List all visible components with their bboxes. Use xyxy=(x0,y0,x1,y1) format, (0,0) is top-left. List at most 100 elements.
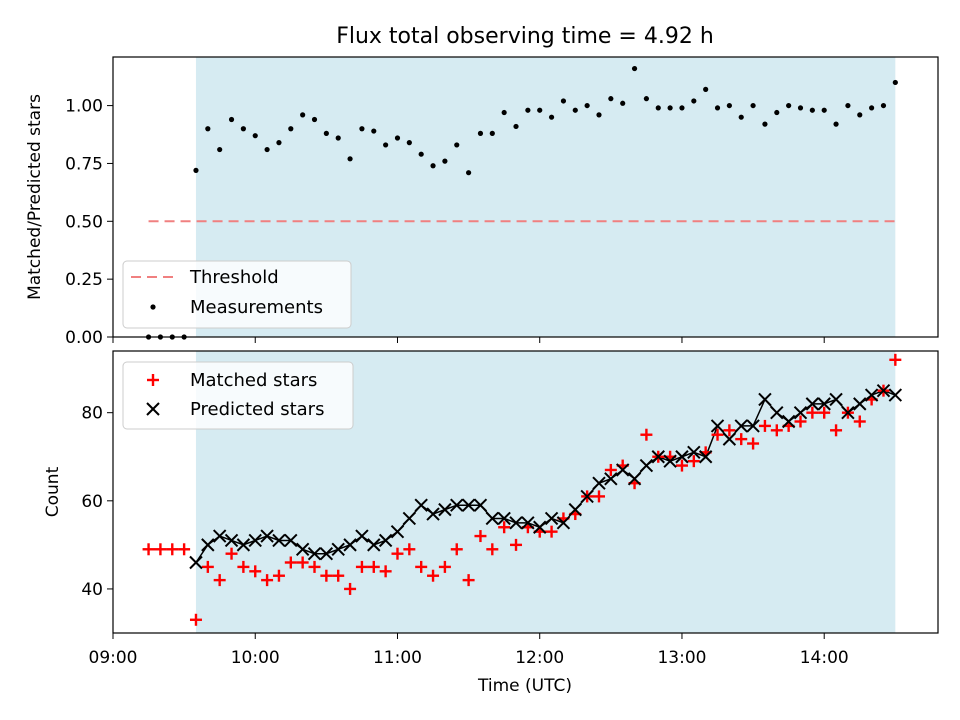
measurement-point xyxy=(667,105,673,111)
predicted-star-point xyxy=(189,555,203,570)
top-y-axis-label: Matched/Predicted stars xyxy=(25,94,45,300)
predicted-star-point xyxy=(378,533,393,548)
measurement-point xyxy=(691,98,697,104)
measurement-point xyxy=(359,126,365,132)
predicted-star-point xyxy=(367,538,381,552)
predicted-star-point xyxy=(319,546,334,561)
measurement-point xyxy=(786,102,792,109)
bottom-legend-box xyxy=(122,361,354,430)
measurement-point xyxy=(347,156,353,162)
measurement-point xyxy=(276,140,282,146)
matched-star-point xyxy=(427,569,440,582)
predicted-star-point xyxy=(698,450,713,464)
measurement-point xyxy=(880,102,887,109)
predicted-star-point xyxy=(426,507,440,521)
measurement-point xyxy=(608,96,614,102)
predicted-star-point xyxy=(710,419,725,433)
measurement-point xyxy=(833,121,839,127)
matched-star-point xyxy=(794,415,807,428)
matched-star-point xyxy=(545,525,558,538)
predicted-star-point xyxy=(580,489,594,504)
matched-star-point xyxy=(592,490,605,503)
legend-threshold-label: Threshold xyxy=(189,267,279,288)
predicted-star-point xyxy=(248,533,262,548)
predicted-star-point xyxy=(805,397,820,411)
bottom-y-axis: 40 60 80 xyxy=(81,404,113,600)
measurement-point xyxy=(288,126,294,132)
measurement-point xyxy=(525,107,531,113)
matched-star-point xyxy=(225,547,238,560)
matched-star-point xyxy=(889,353,902,366)
x-tick-label: 11:00 xyxy=(373,648,422,668)
legend-matched-swatch xyxy=(147,374,159,386)
top-y-tick-label: 1.00 xyxy=(65,97,103,117)
predicted-star-point xyxy=(450,498,464,512)
predicted-star-point xyxy=(841,405,855,420)
predicted-star-point xyxy=(568,502,582,517)
matched-star-point xyxy=(818,406,831,419)
predicted-star-point xyxy=(414,498,428,512)
predicted-star-point xyxy=(722,432,737,446)
x-tick-label: 09:00 xyxy=(89,648,138,668)
measurement-point xyxy=(454,142,460,148)
measurement-point xyxy=(655,105,661,111)
predicted-star-point xyxy=(651,450,665,464)
measurement-point xyxy=(572,107,578,113)
measurement-point xyxy=(406,140,412,146)
measurement-point xyxy=(335,135,341,141)
predicted-star-point xyxy=(272,533,286,548)
predicted-star-point xyxy=(331,542,345,556)
predicted-star-point xyxy=(485,511,500,526)
measurement-point xyxy=(430,163,436,169)
predicted-star-point xyxy=(781,414,796,429)
predicted-star-point xyxy=(343,538,357,552)
measurement-point xyxy=(679,105,685,111)
measurement-point xyxy=(703,86,709,92)
predicted-star-point xyxy=(758,392,772,407)
predicted-star-point xyxy=(284,533,298,548)
top-y-tick-label: 0.75 xyxy=(65,154,103,174)
predicted-star-point xyxy=(355,529,369,543)
measurement-point xyxy=(323,130,329,136)
measurement-point xyxy=(252,133,258,139)
x-tick-label: 10:00 xyxy=(231,648,280,668)
matched-star-point xyxy=(320,569,333,582)
predicted-star-point xyxy=(224,533,239,548)
measurement-point xyxy=(584,102,590,109)
matched-star-point xyxy=(640,428,653,441)
measurement-point xyxy=(774,109,780,116)
measurement-point xyxy=(892,79,898,86)
top-axes-frame xyxy=(112,56,939,338)
bottom-legend: Matched stars Predicted stars xyxy=(122,361,354,430)
measurement-point xyxy=(217,146,223,153)
measurement-point xyxy=(643,96,650,102)
predicted-star-point xyxy=(497,511,511,526)
top-y-tick-label: 0.50 xyxy=(65,212,103,232)
matched-star-point xyxy=(510,538,523,551)
matched-star-point xyxy=(201,560,214,573)
matched-star-point xyxy=(261,574,274,587)
matched-star-point xyxy=(344,582,357,595)
matched-star-point xyxy=(806,406,819,419)
measurement-point xyxy=(537,107,543,113)
matched-star-point xyxy=(367,560,380,573)
matched-star-point xyxy=(237,560,250,573)
predicted-star-point xyxy=(675,450,689,464)
top-legend-box xyxy=(122,260,352,329)
measurement-point xyxy=(620,100,626,106)
predicted-star-point xyxy=(260,529,274,543)
measurement-point xyxy=(264,146,270,153)
predicted-star-point xyxy=(888,388,903,402)
measurement-point xyxy=(477,130,484,136)
predicted-star-point xyxy=(390,524,405,539)
predicted-star-point xyxy=(544,511,559,526)
top-x-axis xyxy=(112,337,825,343)
measurement-point xyxy=(240,126,246,132)
top-chart-title: Flux total observing time = 4.92 h xyxy=(336,24,714,49)
measurement-point xyxy=(869,105,875,111)
measurement-point xyxy=(394,135,401,141)
bottom-y-tick-label: 80 xyxy=(81,404,103,424)
matched-star-point xyxy=(403,543,416,556)
predicted-star-point xyxy=(615,463,630,477)
measurement-point xyxy=(845,102,851,109)
